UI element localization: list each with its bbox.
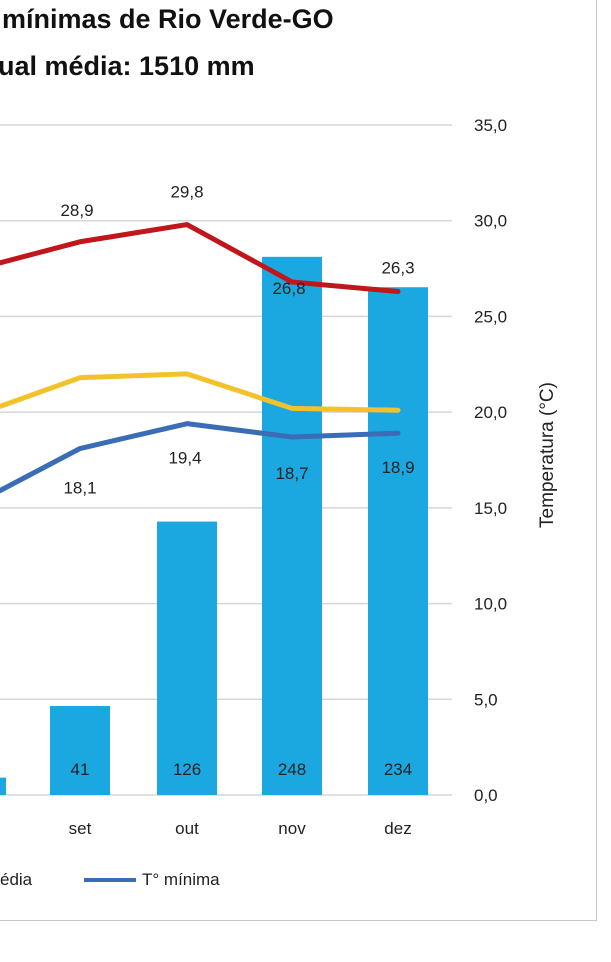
- bar-label-dez: 234: [384, 760, 412, 779]
- bar-dez: [368, 287, 428, 795]
- bar-partial: [0, 777, 6, 795]
- legend-media-text: édia: [0, 870, 33, 889]
- chart-title-line1: mínimas de Rio Verde-GO: [2, 4, 334, 34]
- min-label-nov: 18,7: [275, 464, 308, 483]
- max-label-dez: 26,3: [381, 259, 414, 278]
- max-label-nov: 26,8: [272, 279, 305, 298]
- min-label-set: 18,1: [63, 479, 96, 498]
- y-tick-label: 0,0: [474, 786, 498, 805]
- max-label-set: 28,9: [60, 201, 93, 220]
- legend-minima-text: T° mínima: [142, 870, 220, 889]
- y-tick-label: 15,0: [474, 499, 507, 518]
- bar-label-nov: 248: [278, 760, 306, 779]
- x-tick-out: out: [175, 819, 199, 838]
- bar-out: [157, 521, 217, 795]
- x-tick-set: set: [69, 819, 92, 838]
- legend-item-minima: T° mínima: [84, 870, 220, 890]
- bar-label-set: 41: [71, 760, 90, 779]
- min-label-dez: 18,9: [381, 458, 414, 477]
- legend-minima-line: [84, 878, 136, 882]
- y-tick-label: 35,0: [474, 116, 507, 135]
- y-tick-label: 30,0: [474, 212, 507, 231]
- max-label-out: 29,8: [170, 183, 203, 202]
- chart-title-line2: ual média: 1510 mm: [0, 51, 255, 81]
- y-tick-label: 5,0: [474, 690, 498, 709]
- x-tick-dez: dez: [384, 819, 411, 838]
- series-line-0: [0, 222, 401, 295]
- bar-set: [50, 706, 110, 795]
- x-tick-nov: nov: [278, 819, 306, 838]
- min-label-out: 19,4: [168, 449, 201, 468]
- bar-label-out: 126: [173, 760, 201, 779]
- y-tick-label: 10,0: [474, 595, 507, 614]
- y-axis-label: Temperatura (°C): [537, 382, 558, 528]
- y-tick-label: 25,0: [474, 307, 507, 326]
- legend-item-media: édia: [0, 870, 32, 890]
- series-line-1: [0, 371, 401, 413]
- series-line-2: [0, 421, 401, 494]
- y-tick-label: 20,0: [474, 403, 507, 422]
- bar-nov: [262, 256, 322, 796]
